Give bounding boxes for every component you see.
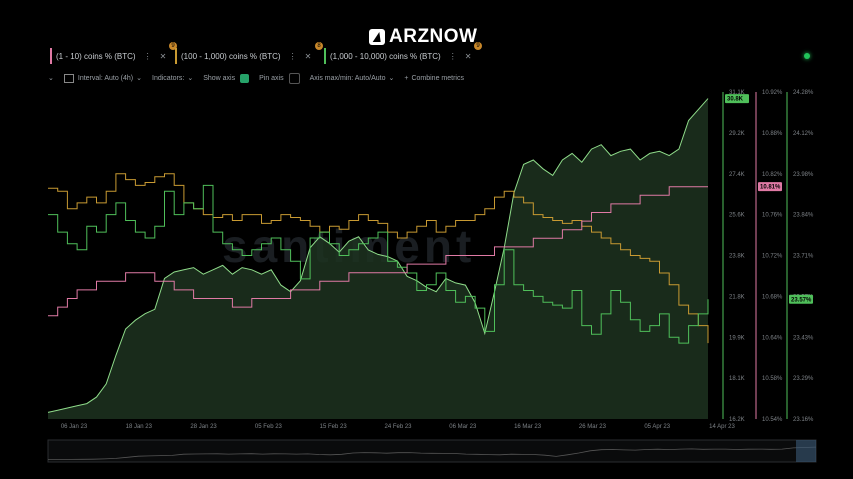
checkbox-checked[interactable] xyxy=(240,73,250,83)
y-tick-label: 29.2K xyxy=(729,131,745,137)
y-tick-label: 16.2K xyxy=(729,417,745,423)
price-line xyxy=(47,98,709,413)
current-value-label: 23.57% xyxy=(791,297,812,303)
price-area xyxy=(48,98,708,419)
close-icon[interactable]: ✕ xyxy=(464,51,472,61)
metric-tab-label: (1,000 - 10,000) coins % (BTC) xyxy=(330,51,441,61)
y-tick-label: 18.1K xyxy=(729,376,745,382)
y-tick-label: 21.8K xyxy=(729,294,745,300)
y-tick-label: 24.28% xyxy=(793,90,814,96)
live-status-dot xyxy=(804,53,810,59)
close-icon[interactable]: ✕ xyxy=(159,51,167,61)
lightning-logo-icon xyxy=(369,29,385,45)
y-tick-label: 10.92% xyxy=(762,90,783,96)
x-tick-label: 24 Feb 23 xyxy=(384,424,412,430)
x-tick-label: 28 Jan 23 xyxy=(190,424,217,430)
navigator-line xyxy=(47,446,817,460)
axis-maxmin-dropdown[interactable]: Axis max/min: Auto/Auto ⌄ xyxy=(309,74,395,83)
current-value-label: 30.8K xyxy=(727,97,744,103)
y-tick-label: 23.98% xyxy=(793,172,814,178)
x-tick-label: 16 Mar 23 xyxy=(514,424,542,430)
combine-metrics-button[interactable]: + Combine metrics xyxy=(404,74,464,82)
warning-badge: 8 xyxy=(315,42,323,50)
x-tick-label: 05 Apr 23 xyxy=(644,424,670,430)
y-tick-label: 25.6K xyxy=(729,213,745,219)
y-tick-label: 23.71% xyxy=(793,254,814,260)
y-tick-label: 10.72% xyxy=(762,254,783,260)
more-options-icon[interactable]: ⋮ xyxy=(143,51,152,61)
warning-badge: 9 xyxy=(474,42,482,50)
brand-name: ARZNOW xyxy=(389,26,478,47)
y-tick-label: 10.88% xyxy=(762,131,783,137)
current-value-tag xyxy=(789,294,813,304)
more-options-icon[interactable]: ⋮ xyxy=(448,51,457,61)
metric-tab-100-1000[interactable]: (100 - 1,000) coins % (BTC) ⋮ ✕ 8 xyxy=(175,42,323,64)
y-tick-label: 23.84% xyxy=(793,213,814,219)
y-tick-label: 23.8K xyxy=(729,254,745,260)
y-tick-label: 23.29% xyxy=(793,376,814,382)
x-tick-label: 18 Jan 23 xyxy=(126,424,153,430)
current-value-label: 10.81% xyxy=(760,185,781,191)
navigator-track xyxy=(47,439,817,463)
y-tick-label: 10.82% xyxy=(762,172,783,178)
series-line-1-10 xyxy=(48,186,708,317)
y-tick-label: 27.4K xyxy=(729,172,745,178)
arznow-logo: ARZNOW xyxy=(369,26,478,47)
collapse-chevron-icon[interactable]: ⌄ xyxy=(48,75,54,82)
y-tick-label: 23.16% xyxy=(793,417,814,423)
navigator-selection xyxy=(796,440,816,462)
y-tick-label: 10.76% xyxy=(762,213,783,219)
metric-tab-label: (1 - 10) coins % (BTC) xyxy=(56,51,136,61)
chevron-down-icon: ⌄ xyxy=(187,75,194,82)
x-tick-label: 15 Feb 23 xyxy=(320,424,348,430)
series-line-100-1000 xyxy=(48,173,709,344)
metric-tab-label: (100 - 1,000) coins % (BTC) xyxy=(181,51,281,61)
checkbox-unchecked[interactable] xyxy=(288,72,300,84)
chart-toolbar: ⌄ Interval: Auto (4h) ⌄ Indicators: ⌄ Show… xyxy=(48,72,474,84)
indicators-dropdown[interactable]: Indicators: ⌄ xyxy=(152,74,194,83)
y-tick-label: 10.54% xyxy=(762,417,783,423)
x-tick-label: 06 Mar 23 xyxy=(449,424,477,430)
show-axis-toggle[interactable]: Show axis xyxy=(203,73,250,83)
x-tick-label: 14 Apr 23 xyxy=(709,424,735,430)
y-tick-label: 10.64% xyxy=(762,335,783,341)
y-tick-label: 10.58% xyxy=(762,376,783,382)
plus-icon: + xyxy=(404,74,409,82)
y-tick-label: 10.68% xyxy=(762,294,783,300)
y-tick-label: 23.43% xyxy=(793,335,814,341)
current-value-tag xyxy=(758,182,782,192)
y-tick-label: 31.1K xyxy=(729,90,745,96)
interval-dropdown[interactable]: Interval: Auto (4h) ⌄ xyxy=(63,73,143,83)
x-tick-label: 06 Jan 23 xyxy=(61,424,88,430)
metric-tab-1-10[interactable]: (1 - 10) coins % (BTC) ⋮ ✕ 9 xyxy=(50,42,177,64)
range-navigator[interactable] xyxy=(47,439,817,463)
current-value-tag xyxy=(725,94,749,104)
more-options-icon[interactable]: ⋮ xyxy=(288,51,297,61)
y-tick-label: 24.12% xyxy=(793,131,814,137)
close-icon[interactable]: ✕ xyxy=(304,51,312,61)
calendar-icon xyxy=(63,73,74,83)
x-tick-label: 26 Mar 23 xyxy=(579,424,607,430)
chevron-down-icon: ⌄ xyxy=(136,75,143,82)
x-tick-label: 05 Feb 23 xyxy=(255,424,283,430)
chevron-down-icon: ⌄ xyxy=(388,75,395,82)
y-tick-label: 19.9K xyxy=(729,335,745,341)
metric-tab-1000-10000[interactable]: (1,000 - 10,000) coins % (BTC) ⋮ ✕ 9 xyxy=(324,42,482,64)
series-line-1000-10000 xyxy=(48,184,709,344)
warning-badge: 9 xyxy=(169,42,177,50)
pin-axis-toggle[interactable]: Pin axis xyxy=(259,72,300,84)
